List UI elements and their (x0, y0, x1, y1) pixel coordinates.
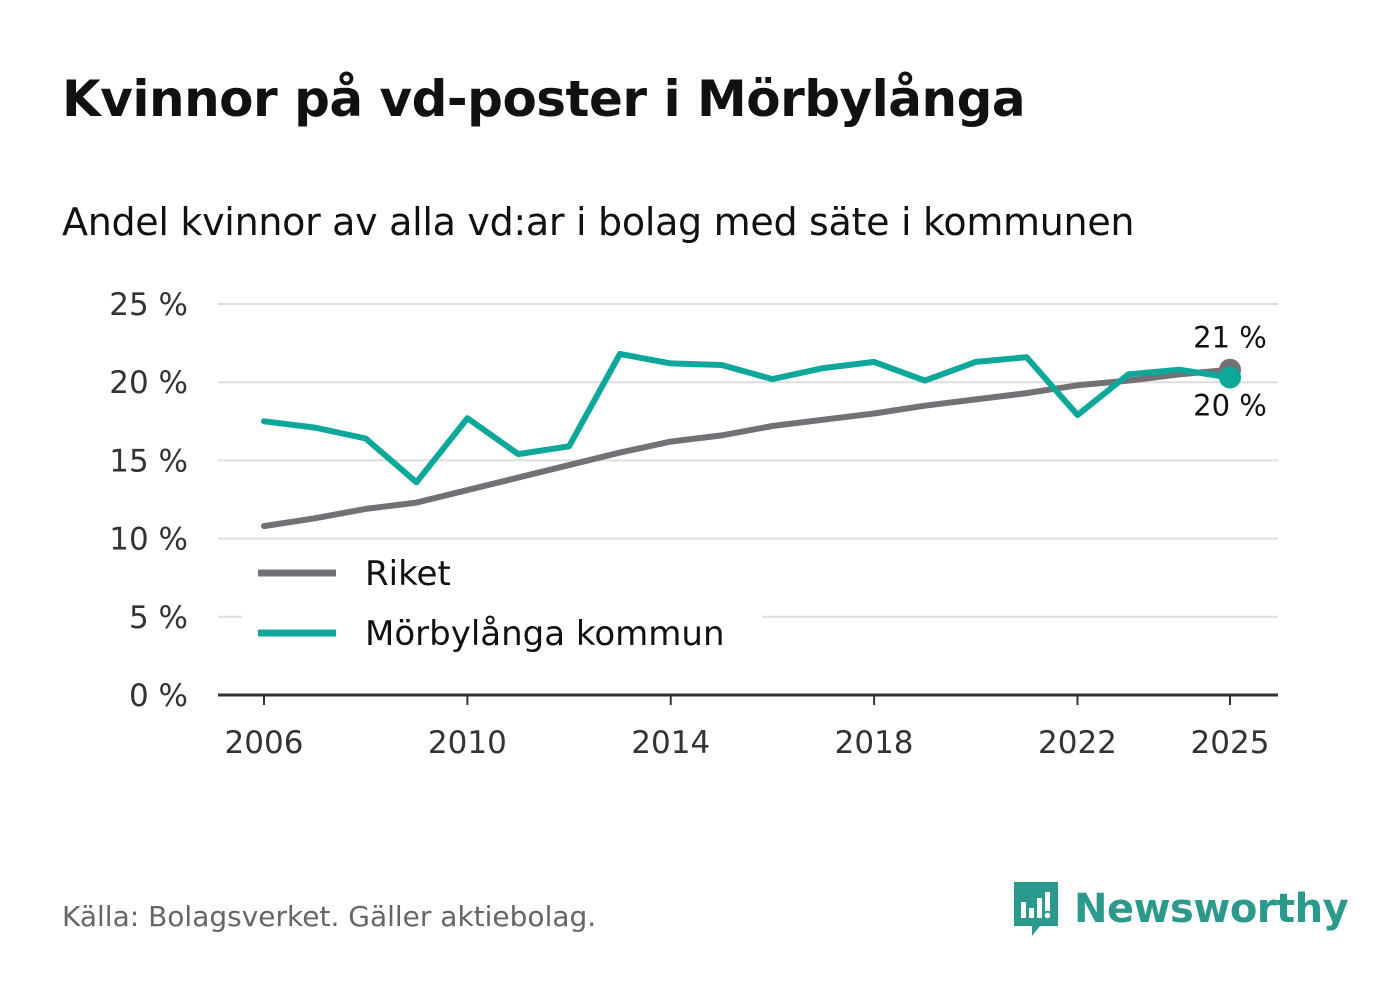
x-tick-label: 2006 (225, 725, 304, 761)
chart-subtitle: Andel kvinnor av alla vd:ar i bolag med … (62, 200, 1135, 244)
series-line-riket (261, 366, 1233, 530)
end-label-riket: 21 % (1193, 321, 1267, 355)
legend-label-riket: Riket (365, 554, 451, 594)
x-tick-label: 2010 (428, 725, 507, 761)
end-marker-morbylanga (1219, 366, 1241, 389)
y-tick-label: 15 % (109, 443, 188, 479)
chart-title: Kvinnor på vd-poster i Mörbylånga (62, 70, 1026, 128)
legend-box (242, 542, 762, 674)
end-label-morbylanga: 20 % (1193, 389, 1267, 423)
brand-logo: Newsworthy (1010, 878, 1349, 940)
legend-label-morbylanga: Mörbylånga kommun (365, 614, 725, 654)
y-tick-label: 10 % (109, 522, 188, 558)
y-tick-label: 20 % (109, 365, 188, 401)
x-tick-label: 2025 (1191, 725, 1270, 761)
y-tick-label: 5 % (129, 600, 188, 636)
x-tick-label: 2014 (631, 725, 710, 761)
newsworthy-logo-icon (1014, 882, 1058, 936)
series-line-morbylanga (261, 351, 1233, 486)
x-tick-label: 2022 (1038, 725, 1117, 761)
x-tick-label: 2018 (835, 725, 914, 761)
y-tick-label: 25 % (109, 287, 188, 323)
brand-name: Newsworthy (1074, 886, 1349, 932)
y-tick-label: 0 % (129, 678, 188, 714)
source-note: Källa: Bolagsverket. Gäller aktiebolag. (62, 900, 597, 933)
